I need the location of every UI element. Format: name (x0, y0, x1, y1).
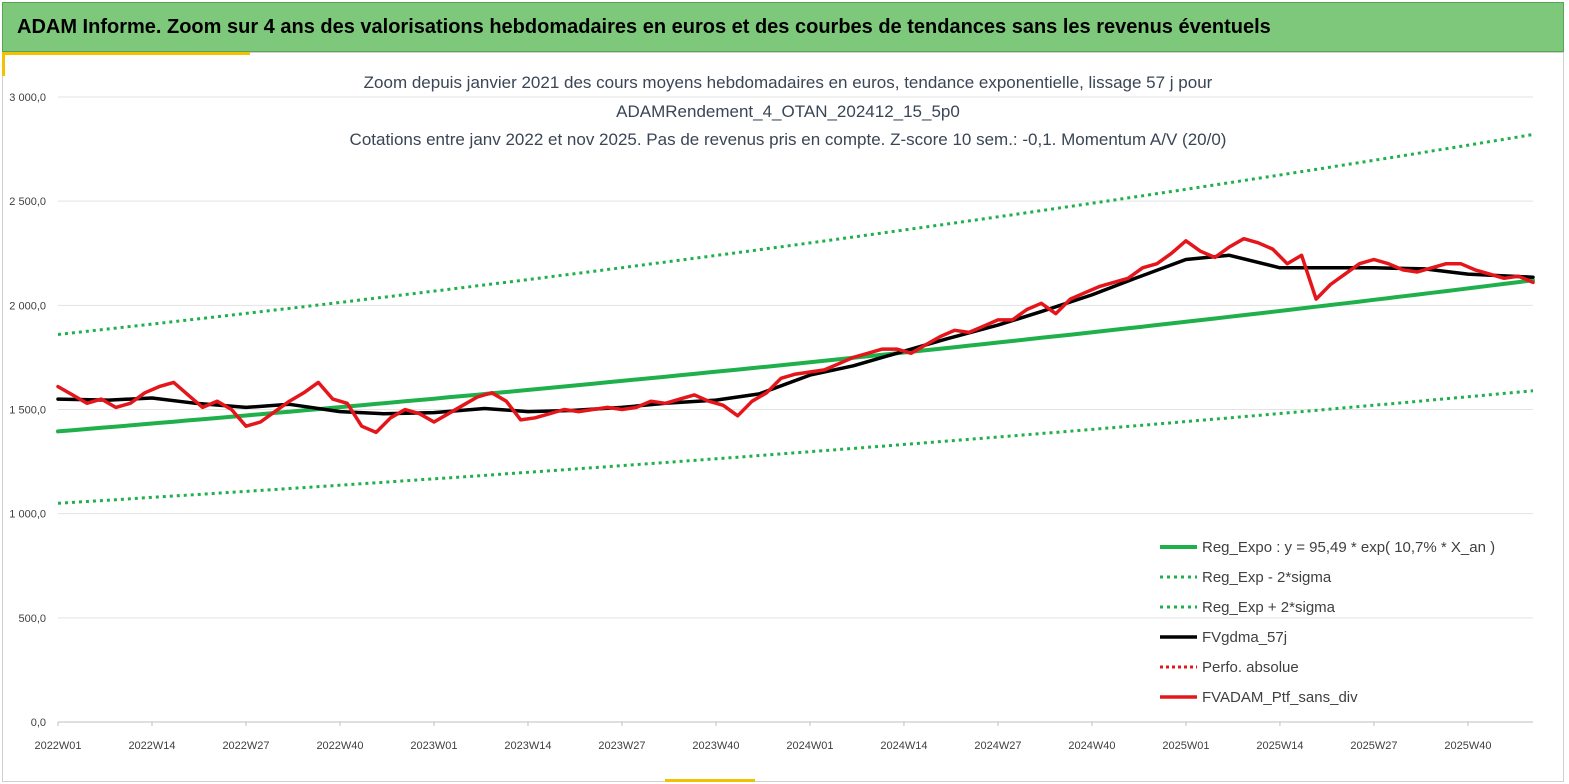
x-tick-label: 2025W27 (1350, 740, 1397, 752)
series-line-2 (57, 133, 1534, 336)
legend-label-2: Reg_Exp + 2*sigma (1202, 599, 1336, 616)
series-line-0 (56, 278, 1535, 434)
header-bar: ADAM Informe. Zoom sur 4 ans des valoris… (2, 2, 1564, 52)
y-axis: 0,0 500,0 1 000,0 1 500,0 2 000,0 2 500,0 3 00… (9, 92, 46, 729)
x-tick-label: 2022W40 (316, 740, 363, 752)
x-tick-label: 2025W40 (1444, 740, 1491, 752)
chart-frame (2, 52, 1564, 782)
y-tick-label: 2 000,0 (9, 300, 46, 312)
y-tick-label: 1 500,0 (9, 405, 46, 417)
y-tick-label: 2 500,0 (9, 196, 46, 208)
chart-title: Zoom depuis janvier 2021 des cours moyen… (350, 73, 1227, 149)
x-tick-label: 2025W14 (1256, 740, 1303, 752)
x-tick-label: 2023W40 (692, 740, 739, 752)
y-tick-label: 500,0 (18, 613, 46, 625)
x-tick-label: 2024W01 (786, 740, 833, 752)
series-line-1 (57, 389, 1534, 505)
legend-label-0: Reg_Expo : y = 95,49 * exp( 10,7% * X_an… (1202, 539, 1495, 556)
y-tick-label: 1 000,0 (9, 509, 46, 521)
x-tick-label: 2022W01 (34, 740, 81, 752)
accent-bar-bottom (665, 779, 755, 782)
x-tick-label: 2025W01 (1162, 740, 1209, 752)
x-tick-label: 2024W27 (974, 740, 1021, 752)
legend-label-1: Reg_Exp - 2*sigma (1202, 569, 1332, 586)
x-tick-label: 2023W01 (410, 740, 457, 752)
chart-title-line-3: Cotations entre janv 2022 et nov 2025. P… (350, 130, 1227, 149)
series-line-5 (56, 236, 1535, 435)
plot-series (56, 133, 1535, 505)
x-tick-label: 2022W14 (128, 740, 175, 752)
legend-label-4: Perfo. absolue (1202, 659, 1299, 676)
series-line-3 (56, 253, 1535, 416)
y-tick-label: 3 000,0 (9, 92, 46, 104)
x-tick-label: 2022W27 (222, 740, 269, 752)
x-tick-label: 2023W27 (598, 740, 645, 752)
legend: Reg_Expo : y = 95,49 * exp( 10,7% * X_an… (1160, 539, 1495, 706)
header-title: ADAM Informe. Zoom sur 4 ans des valoris… (17, 16, 1271, 38)
chart-title-line-2: ADAMRendement_4_OTAN_202412_15_5p0 (616, 102, 960, 121)
x-tick-label: 2024W14 (880, 740, 927, 752)
x-tick-label: 2024W40 (1068, 740, 1115, 752)
accent-bar-top-left (2, 52, 250, 55)
legend-label-3: FVgdma_57j (1202, 629, 1287, 646)
x-tick-label: 2023W14 (504, 740, 551, 752)
accent-bar-left (2, 52, 5, 76)
legend-label-5: FVADAM_Ptf_sans_div (1202, 689, 1358, 706)
y-tick-label: 0,0 (31, 717, 46, 729)
chart-title-line-1: Zoom depuis janvier 2021 des cours moyen… (364, 73, 1213, 92)
x-axis: 2022W01 2022W14 2022W27 2022W40 2023W01 2023W… (34, 722, 1491, 752)
